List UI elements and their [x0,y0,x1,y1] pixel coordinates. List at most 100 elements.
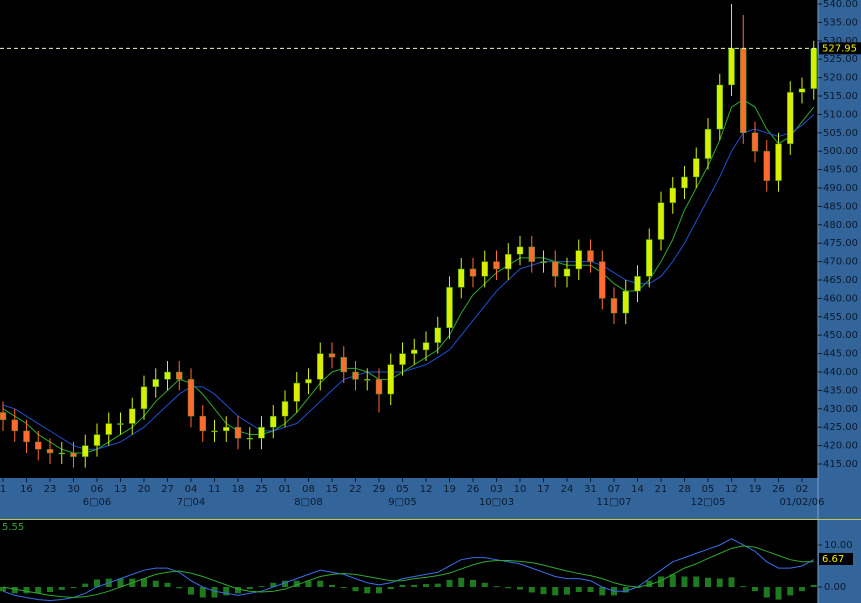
last-value-box [819,552,853,565]
histogram-bar [646,580,653,587]
y-tick-label: 490.00 [823,183,858,194]
candle-body [399,353,406,365]
y-tick-label: 475.00 [823,238,858,249]
x-tick-label: 31 [584,484,597,495]
month-label: 01/02/06 [780,497,825,508]
y-tick-label: 480.00 [823,220,858,231]
histogram-bar [411,584,418,587]
x-tick-label: 30 [67,484,80,495]
x-tick-label: 26 [772,484,785,495]
histogram-bar [58,586,65,590]
histogram-bar [364,586,371,594]
x-tick-label: 02 [796,484,809,495]
macd-line [2,538,814,601]
histogram-bar [493,586,500,588]
macd-title: 5.55 [2,522,24,533]
histogram-bar [799,586,805,592]
candle-body [270,415,277,428]
histogram-bar [775,586,782,600]
x-tick-label: 20 [138,484,151,495]
histogram-bar [540,586,547,595]
candle-body [587,250,594,262]
histogram-bar [528,586,535,593]
candle-body [199,415,206,432]
x-tick-label: 29 [373,484,386,495]
candle-body [693,158,700,178]
candle-body [281,401,289,417]
candle-body [176,371,183,380]
candle-body [258,426,265,439]
y-tick-label: 535.00 [823,17,858,28]
histogram-bar [752,586,758,592]
x-tick-label: 28 [678,484,691,495]
candle-body [364,379,371,381]
histogram-bar [434,583,441,587]
histogram-bar [622,586,629,593]
candle-body [446,287,453,329]
y-tick-label: 485.00 [823,201,858,212]
x-tick-label: 15 [326,484,339,495]
histogram-bar [728,577,735,587]
y-tick-label: 435.00 [823,385,858,396]
candle-body [634,276,641,292]
candle-body [164,371,171,380]
candle-body [540,261,547,263]
histogram-bar [0,586,6,592]
histogram-bar [223,586,230,596]
y-tick-label: 530.00 [823,36,858,47]
histogram-bar [70,586,77,588]
histogram-bar [517,586,523,590]
x-tick-label: 24 [561,484,574,495]
x-tick-label: 17 [537,484,550,495]
histogram-bar [575,586,582,593]
histogram-bar [658,576,664,587]
x-tick-label: 08 [302,484,315,495]
y-tick-label: 495.00 [823,165,858,176]
candle-body [704,128,712,159]
candle-body [152,379,159,387]
y-tick-label: 420.00 [823,441,858,452]
candle-body [763,150,770,181]
month-label: 7□04 [177,497,206,508]
x-tick-label: 05 [702,484,715,495]
histogram-bar [376,586,382,594]
x-tick-label: 10 [514,484,527,495]
y-tick-label: 505.00 [823,128,858,139]
moving-average [2,99,815,454]
histogram-bar [681,576,688,587]
histogram-bar [669,574,676,587]
candle-body [187,379,195,417]
candle-body [528,246,535,262]
y-tick-label: 445.00 [823,349,858,360]
y-tick-label: 500.00 [823,146,858,157]
candle-body [328,353,336,358]
candle-body [211,430,218,433]
candle-body [234,426,242,439]
x-tick-label: 03 [490,484,503,495]
histogram-bar [317,580,324,587]
candle-body [493,261,500,270]
candle-body [0,412,7,421]
candle-body [751,132,759,152]
x-tick-label: 1 [0,484,6,495]
candle-body [23,430,30,443]
histogram-bar [505,586,512,589]
candle-body [469,268,477,277]
x-tick-label: 01 [279,484,292,495]
candle-body [810,48,817,89]
histogram-bar [235,586,241,594]
candle-body [305,379,312,384]
candle-body [129,408,136,424]
histogram-bar [787,586,794,596]
x-tick-label: 16 [20,484,33,495]
histogram-bar [270,582,277,587]
y-tick-label: 540.00 [823,0,858,10]
histogram-bar [258,586,265,588]
candle-body [35,441,42,450]
candle-body [140,386,148,410]
y-tick-label: 450.00 [823,330,858,341]
x-tick-label: 21 [655,484,668,495]
histogram-bar [152,580,159,587]
y-tick-label: 525.00 [823,54,858,65]
histogram-bar [552,586,559,596]
